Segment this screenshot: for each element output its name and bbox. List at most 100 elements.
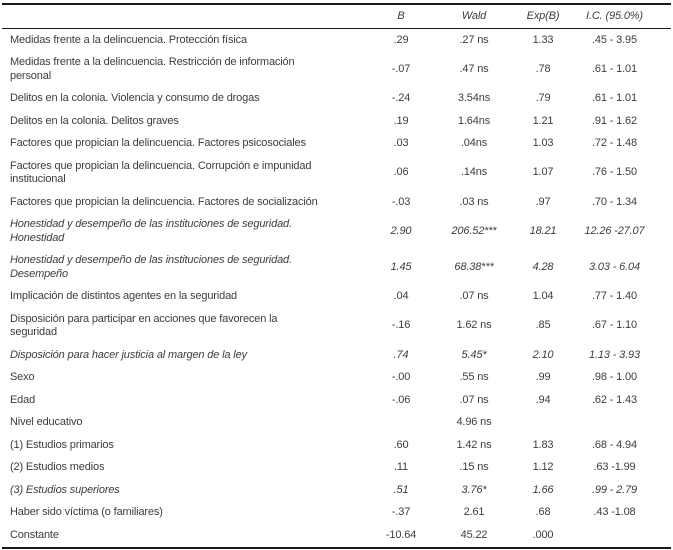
- table-row: Sexo -.00 .55 ns .99 .98 - 1.00: [2, 367, 671, 390]
- cell-b: .11: [393, 461, 409, 473]
- cell-wald: .07 ns: [459, 290, 489, 302]
- cell-ic: .61 - 1.01: [592, 92, 637, 104]
- table-row: Implicación de distintos agentes en la s…: [2, 286, 671, 309]
- cell-ic: .45 - 3.95: [592, 33, 637, 46]
- cell-b: .74: [393, 348, 409, 361]
- cell-exp-b: 18.21: [529, 224, 557, 237]
- row-label: Haber sido víctima (o familiares): [10, 506, 163, 518]
- cell-b: -.37: [391, 506, 411, 518]
- cell-wald: .14ns: [460, 166, 488, 179]
- cell-wald: 3.54ns: [457, 92, 491, 104]
- row-label: (3) Estudios superiores: [10, 483, 120, 496]
- cell-exp-b: .000: [532, 528, 554, 541]
- row-label: Sexo: [10, 371, 35, 383]
- cell-b: -.00: [391, 371, 411, 383]
- cell-ic: .77 - 1.40: [592, 290, 637, 302]
- table-row: Disposición para participar en acciones …: [2, 308, 671, 344]
- cell-b: -.16: [391, 319, 411, 332]
- cell-b: .60: [393, 438, 409, 451]
- row-label: Delitos en la colonia. Violencia y consu…: [10, 92, 260, 104]
- row-label: Disposición para participar en acciones …: [10, 312, 278, 339]
- cell-b: -10.64: [385, 528, 417, 541]
- table-row: Factores que propician la delincuencia. …: [2, 191, 671, 214]
- row-label: Honestidad y desempeño de las institucio…: [10, 254, 292, 280]
- table-row: Haber sido víctima (o familiares) -.37 2.6…: [2, 502, 671, 525]
- cell-exp-b: 1.07: [532, 166, 554, 179]
- cell-ic: .62 - 1.43: [592, 393, 637, 406]
- cell-exp-b: .78: [535, 62, 551, 75]
- table-row: Factores que propician la delincuencia. …: [2, 155, 671, 191]
- col-header-b: B: [370, 4, 432, 29]
- cell-exp-b: 1.66: [532, 483, 554, 496]
- cell-b: .04: [393, 290, 409, 302]
- cell-ic: [570, 412, 671, 435]
- cell-b: -.06: [391, 393, 411, 406]
- cell-b: .19: [393, 114, 409, 127]
- cell-wald: 1.42 ns: [456, 438, 492, 451]
- cell-exp-b: 4.28: [532, 260, 554, 273]
- cell-b: -.03: [391, 195, 411, 208]
- cell-ic: .72 - 1.48: [592, 137, 637, 149]
- table-row: Medidas frente a la delincuencia. Protec…: [2, 29, 671, 52]
- cell-exp-b: 1.33: [532, 33, 554, 46]
- cell-exp-b: 1.83: [532, 438, 554, 451]
- cell-b: [370, 412, 432, 435]
- col-header-wald: Wald: [432, 4, 516, 29]
- cell-wald: 1.62 ns: [456, 319, 492, 332]
- cell-wald: .07 ns: [459, 393, 489, 406]
- cell-wald: .27 ns: [459, 33, 489, 46]
- table-row: Factores que propician la delincuencia. …: [2, 133, 671, 156]
- cell-ic: .99 - 2.79: [592, 483, 637, 496]
- cell-ic: .63 -1.99: [593, 461, 636, 473]
- cell-wald: 206.52***: [451, 224, 497, 237]
- cell-wald: 68.38***: [454, 260, 494, 273]
- table-row: Delitos en la colonia. Violencia y consu…: [2, 88, 671, 111]
- cell-b: .51: [393, 483, 409, 496]
- table-row: Delitos en la colonia. Delitos graves .19…: [2, 110, 671, 133]
- cell-wald: 4.96 ns: [456, 416, 492, 428]
- row-label: Factores que propician la delincuencia. …: [10, 195, 318, 208]
- cell-b: .06: [393, 166, 409, 179]
- table-row: (2) Estudios medios .11 .15 ns 1.12 .63 -1.9…: [2, 457, 671, 480]
- cell-wald: .47 ns: [459, 62, 489, 75]
- cell-ic: .61 - 1.01: [592, 62, 637, 75]
- cell-b: -.24: [391, 92, 411, 104]
- table-row: Medidas frente a la delincuencia. Restri…: [2, 52, 671, 88]
- cell-ic: 3.03 - 6.04: [589, 260, 640, 273]
- cell-exp-b: .97: [535, 195, 551, 208]
- cell-wald: .03 ns: [459, 195, 489, 208]
- row-label: Disposición para hacer justicia al marge…: [10, 348, 247, 361]
- cell-wald: 1.64ns: [457, 114, 491, 127]
- cell-exp-b: 1.21: [532, 114, 554, 127]
- cell-ic: 1.13 - 3.93: [589, 348, 640, 361]
- cell-exp-b: 1.03: [532, 137, 554, 149]
- cell-exp-b: .99: [535, 371, 551, 383]
- table-header: B Wald Exp(B) I.C. (95.0%): [2, 4, 671, 29]
- row-label: Factores que propician la delincuencia. …: [10, 159, 312, 186]
- cell-wald: 2.61: [463, 506, 485, 518]
- cell-exp-b: 2.10: [532, 348, 554, 361]
- cell-ic: .91 - 1.62: [592, 114, 637, 127]
- cell-b: .03: [393, 137, 409, 149]
- table-row: Nivel educativo 4.96 ns: [2, 412, 671, 435]
- cell-exp-b: .68: [535, 506, 551, 518]
- row-label: Implicación de distintos agentes en la s…: [10, 290, 238, 302]
- col-header-exp-b: Exp(B): [516, 4, 570, 29]
- row-label: Delitos en la colonia. Delitos graves: [10, 114, 179, 127]
- cell-b: 1.45: [390, 260, 412, 273]
- cell-wald: .04ns: [460, 137, 488, 149]
- cell-exp-b: 1.04: [532, 290, 554, 302]
- table-row: Honestidad y desempeño de las institucio…: [2, 250, 671, 286]
- row-label: Edad: [10, 393, 36, 406]
- row-label: Factores que propician la delincuencia. …: [10, 137, 306, 149]
- cell-wald: .15 ns: [459, 461, 489, 473]
- table-row: Disposición para hacer justicia al marge…: [2, 344, 671, 367]
- cell-ic: .43 -1.08: [593, 506, 636, 518]
- cell-wald: .55 ns: [459, 371, 489, 383]
- row-label: Honestidad y desempeño de las institucio…: [10, 218, 292, 244]
- cell-exp-b: .94: [535, 393, 551, 406]
- cell-wald: 45.22: [460, 528, 488, 541]
- header-row: B Wald Exp(B) I.C. (95.0%): [2, 4, 671, 29]
- cell-exp-b: .79: [535, 92, 551, 104]
- cell-exp-b: .85: [535, 319, 551, 332]
